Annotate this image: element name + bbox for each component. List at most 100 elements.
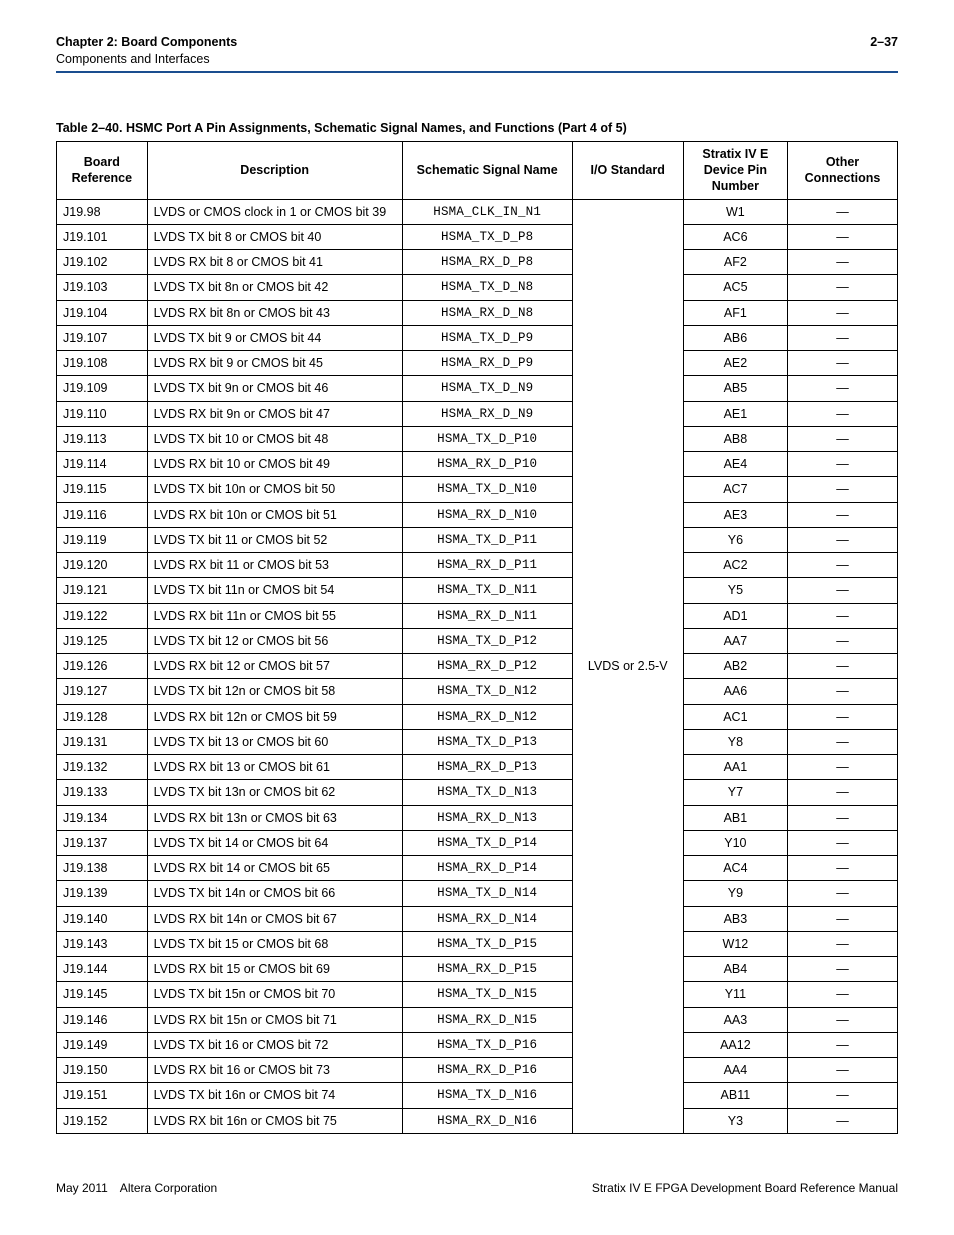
cell-other-connections: — xyxy=(788,1032,898,1057)
cell-description: LVDS TX bit 10n or CMOS bit 50 xyxy=(147,477,402,502)
table-header-row: Board Reference Description Schematic Si… xyxy=(57,141,898,199)
cell-description: LVDS TX bit 14n or CMOS bit 66 xyxy=(147,881,402,906)
cell-other-connections: — xyxy=(788,679,898,704)
cell-board-reference: J19.116 xyxy=(57,502,148,527)
table-row: J19.122LVDS RX bit 11n or CMOS bit 55HSM… xyxy=(57,603,898,628)
col-header-other-connections: Other Connections xyxy=(788,141,898,199)
header-rule xyxy=(56,71,898,73)
cell-board-reference: J19.119 xyxy=(57,527,148,552)
cell-schematic-signal: HSMA_TX_D_P10 xyxy=(402,426,572,451)
table-row: J19.133LVDS TX bit 13n or CMOS bit 62HSM… xyxy=(57,780,898,805)
cell-board-reference: J19.137 xyxy=(57,830,148,855)
table-row: J19.137LVDS TX bit 14 or CMOS bit 64HSMA… xyxy=(57,830,898,855)
cell-board-reference: J19.102 xyxy=(57,250,148,275)
cell-other-connections: — xyxy=(788,351,898,376)
table-row: J19.152LVDS RX bit 16n or CMOS bit 75HSM… xyxy=(57,1108,898,1133)
table-row: J19.143LVDS TX bit 15 or CMOS bit 68HSMA… xyxy=(57,931,898,956)
cell-board-reference: J19.132 xyxy=(57,755,148,780)
cell-description: LVDS TX bit 10 or CMOS bit 48 xyxy=(147,426,402,451)
cell-schematic-signal: HSMA_RX_D_N15 xyxy=(402,1007,572,1032)
cell-board-reference: J19.144 xyxy=(57,957,148,982)
cell-board-reference: J19.115 xyxy=(57,477,148,502)
table-row: J19.121LVDS TX bit 11n or CMOS bit 54HSM… xyxy=(57,578,898,603)
cell-device-pin: Y5 xyxy=(683,578,787,603)
cell-description: LVDS TX bit 13 or CMOS bit 60 xyxy=(147,729,402,754)
cell-other-connections: — xyxy=(788,578,898,603)
cell-board-reference: J19.126 xyxy=(57,654,148,679)
table-row: J19.104LVDS RX bit 8n or CMOS bit 43HSMA… xyxy=(57,300,898,325)
cell-device-pin: AA12 xyxy=(683,1032,787,1057)
chapter-line: Chapter 2: Board Components xyxy=(56,34,237,51)
cell-board-reference: J19.146 xyxy=(57,1007,148,1032)
cell-schematic-signal: HSMA_RX_D_N14 xyxy=(402,906,572,931)
table-row: J19.125LVDS TX bit 12 or CMOS bit 56HSMA… xyxy=(57,628,898,653)
cell-board-reference: J19.103 xyxy=(57,275,148,300)
cell-board-reference: J19.122 xyxy=(57,603,148,628)
cell-schematic-signal: HSMA_TX_D_P8 xyxy=(402,224,572,249)
cell-schematic-signal: HSMA_RX_D_P12 xyxy=(402,654,572,679)
cell-other-connections: — xyxy=(788,250,898,275)
cell-board-reference: J19.110 xyxy=(57,401,148,426)
cell-schematic-signal: HSMA_RX_D_P9 xyxy=(402,351,572,376)
table-head: Board Reference Description Schematic Si… xyxy=(57,141,898,199)
cell-schematic-signal: HSMA_TX_D_N11 xyxy=(402,578,572,603)
cell-device-pin: AB4 xyxy=(683,957,787,982)
cell-device-pin: AF2 xyxy=(683,250,787,275)
cell-other-connections: — xyxy=(788,426,898,451)
cell-board-reference: J19.125 xyxy=(57,628,148,653)
cell-board-reference: J19.151 xyxy=(57,1083,148,1108)
cell-description: LVDS RX bit 15 or CMOS bit 69 xyxy=(147,957,402,982)
cell-board-reference: J19.104 xyxy=(57,300,148,325)
cell-description: LVDS RX bit 13 or CMOS bit 61 xyxy=(147,755,402,780)
cell-device-pin: AE3 xyxy=(683,502,787,527)
pin-assignments-table: Board Reference Description Schematic Si… xyxy=(56,141,898,1134)
cell-device-pin: AC4 xyxy=(683,856,787,881)
page-footer: May 2011 Altera Corporation Stratix IV E… xyxy=(56,1181,898,1195)
cell-other-connections: — xyxy=(788,957,898,982)
cell-other-connections: — xyxy=(788,300,898,325)
table-row: J19.132LVDS RX bit 13 or CMOS bit 61HSMA… xyxy=(57,755,898,780)
cell-other-connections: — xyxy=(788,527,898,552)
cell-device-pin: AE4 xyxy=(683,452,787,477)
cell-schematic-signal: HSMA_RX_D_N13 xyxy=(402,805,572,830)
cell-board-reference: J19.121 xyxy=(57,578,148,603)
cell-device-pin: Y11 xyxy=(683,982,787,1007)
cell-schematic-signal: HSMA_RX_D_P15 xyxy=(402,957,572,982)
table-row: J19.98LVDS or CMOS clock in 1 or CMOS bi… xyxy=(57,199,898,224)
cell-other-connections: — xyxy=(788,199,898,224)
table-row: J19.119LVDS TX bit 11 or CMOS bit 52HSMA… xyxy=(57,527,898,552)
cell-description: LVDS TX bit 12 or CMOS bit 56 xyxy=(147,628,402,653)
table-row: J19.109LVDS TX bit 9n or CMOS bit 46HSMA… xyxy=(57,376,898,401)
cell-description: LVDS TX bit 16 or CMOS bit 72 xyxy=(147,1032,402,1057)
cell-other-connections: — xyxy=(788,1007,898,1032)
cell-description: LVDS RX bit 11n or CMOS bit 55 xyxy=(147,603,402,628)
cell-other-connections: — xyxy=(788,704,898,729)
cell-description: LVDS RX bit 15n or CMOS bit 71 xyxy=(147,1007,402,1032)
cell-other-connections: — xyxy=(788,982,898,1007)
cell-schematic-signal: HSMA_TX_D_P16 xyxy=(402,1032,572,1057)
cell-board-reference: J19.150 xyxy=(57,1058,148,1083)
cell-schematic-signal: HSMA_TX_D_N12 xyxy=(402,679,572,704)
table-row: J19.107LVDS TX bit 9 or CMOS bit 44HSMA_… xyxy=(57,325,898,350)
cell-device-pin: AA3 xyxy=(683,1007,787,1032)
cell-schematic-signal: HSMA_RX_D_P13 xyxy=(402,755,572,780)
cell-board-reference: J19.109 xyxy=(57,376,148,401)
table-row: J19.116LVDS RX bit 10n or CMOS bit 51HSM… xyxy=(57,502,898,527)
cell-other-connections: — xyxy=(788,275,898,300)
cell-device-pin: AB6 xyxy=(683,325,787,350)
table-row: J19.110LVDS RX bit 9n or CMOS bit 47HSMA… xyxy=(57,401,898,426)
cell-other-connections: — xyxy=(788,729,898,754)
cell-other-connections: — xyxy=(788,931,898,956)
cell-other-connections: — xyxy=(788,376,898,401)
cell-description: LVDS RX bit 8 or CMOS bit 41 xyxy=(147,250,402,275)
cell-other-connections: — xyxy=(788,654,898,679)
cell-schematic-signal: HSMA_TX_D_P12 xyxy=(402,628,572,653)
cell-device-pin: AC6 xyxy=(683,224,787,249)
cell-description: LVDS RX bit 8n or CMOS bit 43 xyxy=(147,300,402,325)
cell-schematic-signal: HSMA_TX_D_P14 xyxy=(402,830,572,855)
footer-right: Stratix IV E FPGA Development Board Refe… xyxy=(592,1181,898,1195)
cell-description: LVDS TX bit 8n or CMOS bit 42 xyxy=(147,275,402,300)
table-row: J19.120LVDS RX bit 11 or CMOS bit 53HSMA… xyxy=(57,553,898,578)
cell-schematic-signal: HSMA_TX_D_P11 xyxy=(402,527,572,552)
cell-other-connections: — xyxy=(788,477,898,502)
